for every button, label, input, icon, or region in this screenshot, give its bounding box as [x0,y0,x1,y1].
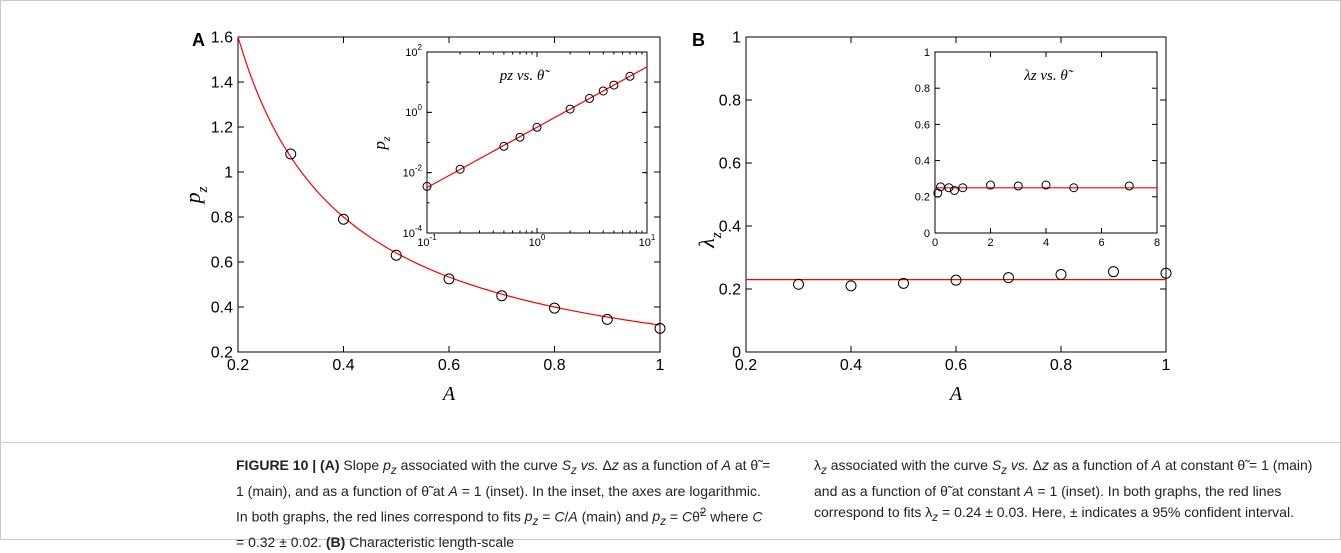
panel-a-inset-ylabel: pz [370,136,393,151]
panel-a-inset-data-point [609,80,619,90]
panel-a-ytick-label: 1 [224,165,233,182]
panel-a-data-point [549,302,560,314]
panel-b-inset-ytick-label: 0.6 [915,119,930,131]
panel-a-ytick-label: 0.4 [211,300,233,317]
panel-a-xtick-label: 0.8 [543,357,565,374]
panel-b-data-point [898,277,909,289]
figure-canvas: 0.2 0.4 0.6 0.8 1 0.2 0.4 0.6 0.8 1 1.2 1.4 1.6 Apz 1… [180,30,1172,405]
panel-a-ytick-label: 0.8 [211,210,233,227]
panel-b-inset-ytick-label: 0.8 [915,83,930,95]
panel-b-data-point [950,274,962,286]
panel-b-xtick-label: 0.2 [735,357,757,374]
panel-a-inset-data-point [532,122,542,132]
panel-b-inset-axes-box [934,51,1158,234]
panel-b-inset-xtick-label: 2 [987,237,993,249]
panel-b-inset-xtick-label: 4 [1043,237,1049,249]
panel-a-data-point [654,322,666,334]
panel-a-data-point [443,273,455,285]
panel-b-xtick-label: 0.6 [945,357,967,374]
panel-a-ytick-label: 1.4 [211,75,233,92]
panel-b-inset-data-point [1124,181,1134,191]
panel-a-inset-data-point [515,132,525,142]
panel-b-inset: 0 2 4 6 8 0 0.2 0.4 0.6 0.8 1 λz vs. θ̃ [915,47,1160,249]
panel-b-inset-data-point [986,180,995,190]
caption-right-column: λz associated with the curve Sz vs. Δz a… [814,457,1313,524]
panel-b-inset-data-point [1069,183,1079,193]
panel-b-ytick-label: 0.6 [719,156,741,173]
panel-a-ytick-label: 0.2 [211,345,233,362]
panel-b-data-point [1160,267,1172,279]
panel-a-xlabel: A [441,383,456,405]
panel-a-inset-data-point [455,164,465,174]
panel-b-ytick-label: 0.8 [719,93,741,110]
panel-a-data-point [496,290,508,302]
figure-caption: FIGURE 10 | (A) Slope pz associated with… [0,442,1341,550]
panel-b-xtick-label: 0.4 [840,357,862,374]
panel-b-data-point [1108,266,1119,278]
caption-left-column: FIGURE 10 | (A) Slope pz associated with… [236,457,771,551]
panel-b-inset-data-point [1013,181,1023,191]
panel-b-inset-ytick-label: 0 [924,228,930,240]
panel-b-xlabel: A [948,383,963,405]
panel-a-data-point [390,249,402,261]
panel-b-data-point [1055,269,1067,281]
panel-b-inset-data-point [958,183,968,193]
panel-b-inset-title: λz vs. θ̃ [1023,68,1073,84]
panel-a-label: A [192,30,205,50]
panel-a-fit-line [237,36,661,326]
panel-b-ytick-label: 0.4 [719,219,741,236]
panel-a-ytick-label: 1.2 [211,120,233,137]
panel-b-inset-ytick-label: 0.2 [915,192,930,204]
panel-a-ytick-label: 1.6 [211,30,233,47]
panel-a-ytick-label: 0.6 [211,255,233,272]
panel-a-inset-data-point [422,181,432,191]
panel-b-inset-ytick-label: 1 [924,47,930,59]
panel-b-label: B [692,30,705,50]
panel-b-data-point [793,278,804,290]
panel-b-inset-xtick-label: 8 [1154,237,1160,249]
panel-a-data-point [285,148,297,160]
panel-b-inset-data-point [933,188,943,198]
panel-b-ylabel: λz [694,232,725,249]
panel-b-inset-xtick-label: 0 [932,237,938,249]
panel-a-xtick-label: 0.2 [227,357,249,374]
panel-b-inset-data-point [1041,180,1051,190]
panel-a-xtick-label: 1 [656,357,665,374]
panel-b-inset-xtick-label: 6 [1098,237,1104,249]
panel-b-data-point [1003,272,1014,284]
panel-a-data-point [601,313,613,325]
panel-a-xtick-label: 0.4 [332,357,354,374]
panel-a-xtick-label: 0.6 [438,357,460,374]
panel-b-inset-data-point [944,183,954,193]
panel-a-inset-data-point [499,141,509,151]
panel-a-inset-title: pz vs. θ̃ [499,68,550,84]
panel-b-data-point [845,280,857,292]
panel-a-inset-data-point [625,71,635,81]
panel-b-ytick-label: 0 [732,345,741,362]
panel-a-ylabel: pz [180,186,211,205]
panel-b-xtick-label: 0.8 [1050,357,1072,374]
panel-a-inset-data-point [598,86,608,96]
panel-a-inset-data-point [565,104,575,114]
panel-b-xtick-label: 1 [1162,357,1171,374]
panel-a-inset-data-point [584,93,594,103]
panel-a-data-point [338,213,349,225]
panel-b-inset-data-point [949,185,959,195]
panel-b-inset-ytick-label: 0.4 [915,155,930,167]
panel-b-ytick-label: 1 [732,30,741,47]
panel-b-ytick-label: 0.2 [719,282,741,299]
